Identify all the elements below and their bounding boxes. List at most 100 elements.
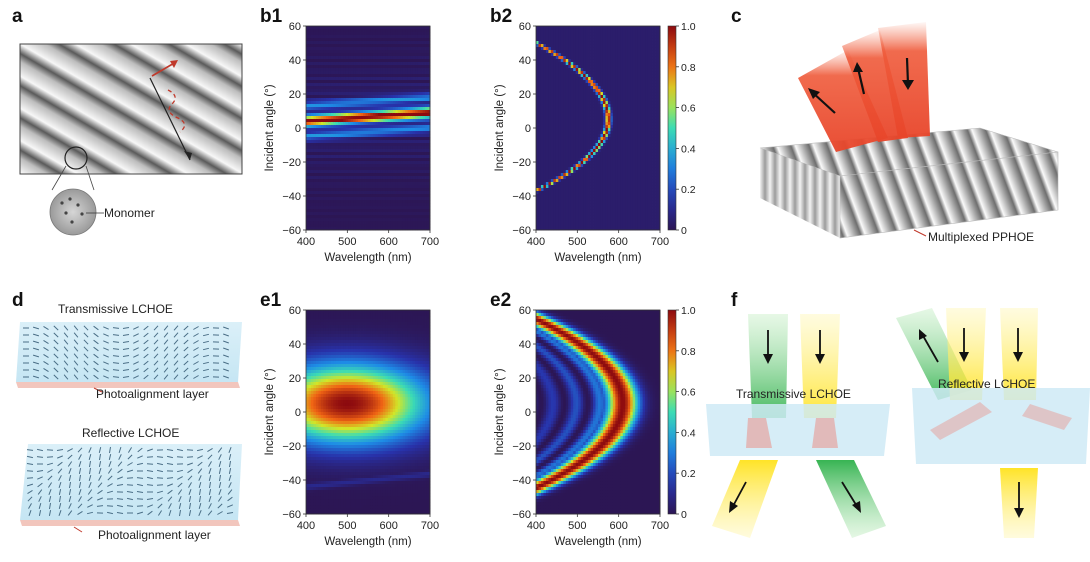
heatmap-cell xyxy=(355,125,359,129)
heatmap-cell xyxy=(348,104,352,108)
heatmap-cell xyxy=(355,173,359,177)
heatmap-cell xyxy=(380,131,384,135)
heatmap-cell xyxy=(570,197,574,201)
heatmap-cell xyxy=(553,35,557,39)
heatmap-cell xyxy=(325,41,329,45)
heatmap-cell xyxy=(415,98,418,102)
heatmap-cell xyxy=(420,176,423,180)
heatmap-cell xyxy=(348,224,352,228)
heatmap-cell xyxy=(353,137,356,141)
heatmap-cell xyxy=(328,44,332,48)
heatmap-cell xyxy=(588,227,591,231)
heatmap-cell xyxy=(310,128,314,132)
heatmap-cell xyxy=(395,149,399,153)
heatmap-cell xyxy=(370,146,374,150)
heatmap-cell xyxy=(355,194,359,198)
heatmap-cell xyxy=(400,89,404,93)
heatmap-cell xyxy=(397,92,401,96)
heatmap-cell xyxy=(375,179,379,183)
heatmap-cell xyxy=(563,206,567,210)
heatmap-cell xyxy=(392,47,396,51)
heatmap-cell xyxy=(555,170,559,174)
heatmap-cell xyxy=(397,128,401,132)
heatmap-cell xyxy=(560,131,564,135)
heatmap-cell xyxy=(427,188,431,192)
heatmap-cell xyxy=(405,167,409,171)
heatmap-cell xyxy=(377,167,381,171)
heatmap-cell xyxy=(550,167,554,171)
heatmap-cell xyxy=(306,125,309,129)
heatmap-cell xyxy=(558,56,562,60)
heatmap-cell xyxy=(350,107,354,111)
heatmap-cell xyxy=(427,182,431,186)
heatmap-cell xyxy=(405,149,409,153)
heatmap-cell xyxy=(377,218,381,222)
heatmap-cell xyxy=(575,164,579,168)
heatmap-cell xyxy=(335,119,339,123)
heatmap-cell xyxy=(328,104,332,108)
heatmap-cell xyxy=(543,140,547,144)
heatmap-cell xyxy=(335,89,339,93)
heatmap-cell xyxy=(583,155,586,159)
heatmap-cell xyxy=(588,74,591,78)
heatmap-cell xyxy=(315,110,319,114)
heatmap-cell xyxy=(425,170,428,174)
heatmap-cell xyxy=(560,71,564,75)
heatmap-cell xyxy=(570,104,574,108)
heatmap-cell xyxy=(400,107,404,111)
heatmap-cell xyxy=(545,215,549,219)
heatmap-cell xyxy=(387,95,391,99)
heatmap-cell xyxy=(395,62,399,66)
heatmap-cell xyxy=(340,191,344,195)
heatmap-cell xyxy=(358,110,361,114)
heatmap-cell xyxy=(555,53,559,57)
heatmap-cell xyxy=(545,104,549,108)
heatmap-cell xyxy=(328,170,332,174)
heatmap-cell xyxy=(405,137,409,141)
heatmap-cell xyxy=(553,29,557,33)
heatmap-cell xyxy=(573,68,577,72)
heatmap-cell xyxy=(333,149,337,153)
heatmap-cell xyxy=(573,134,577,138)
heatmap-cell xyxy=(568,227,572,231)
heatmap-cell xyxy=(320,62,324,66)
heatmap-cell xyxy=(348,47,352,51)
heatmap-cell xyxy=(308,44,312,48)
heatmap-cell xyxy=(353,122,356,126)
heatmap-cell xyxy=(536,110,539,114)
heatmap-cell xyxy=(558,98,562,102)
heatmap-cell xyxy=(570,161,574,165)
heatmap-cell xyxy=(400,56,404,60)
heatmap-cell xyxy=(335,206,339,210)
heatmap-cell xyxy=(538,119,542,123)
heatmap-cell xyxy=(340,167,344,171)
heatmap-cell xyxy=(560,197,564,201)
heatmap-cell xyxy=(320,26,324,30)
heatmap-cell xyxy=(320,167,324,171)
heatmap-cell xyxy=(382,125,386,129)
heatmap-cell xyxy=(402,221,406,225)
heatmap-cell xyxy=(412,224,416,228)
heatmap-cell xyxy=(405,215,409,219)
heatmap-cell xyxy=(402,128,406,132)
heatmap-cell xyxy=(540,200,544,204)
heatmap-cell xyxy=(397,221,401,225)
heatmap-cell xyxy=(583,173,586,177)
heatmap-cell xyxy=(323,47,327,51)
heatmap-cell xyxy=(365,188,369,192)
heatmap-cell xyxy=(590,182,594,186)
heatmap-cell xyxy=(407,158,411,162)
heatmap-cell xyxy=(563,158,567,162)
heatmap-cell xyxy=(353,65,356,69)
heatmap-cell xyxy=(365,107,369,111)
heatmap-cell xyxy=(395,89,399,93)
heatmap-cell xyxy=(335,215,339,219)
heatmap-cell xyxy=(392,29,396,33)
heatmap-cell xyxy=(575,92,579,96)
heatmap-cell xyxy=(395,158,399,162)
heatmap-cell xyxy=(545,41,549,45)
heatmap-cell xyxy=(382,80,386,84)
heatmap-cell xyxy=(585,155,589,159)
heatmap-cell xyxy=(397,152,401,156)
heatmap-cell xyxy=(568,125,572,129)
